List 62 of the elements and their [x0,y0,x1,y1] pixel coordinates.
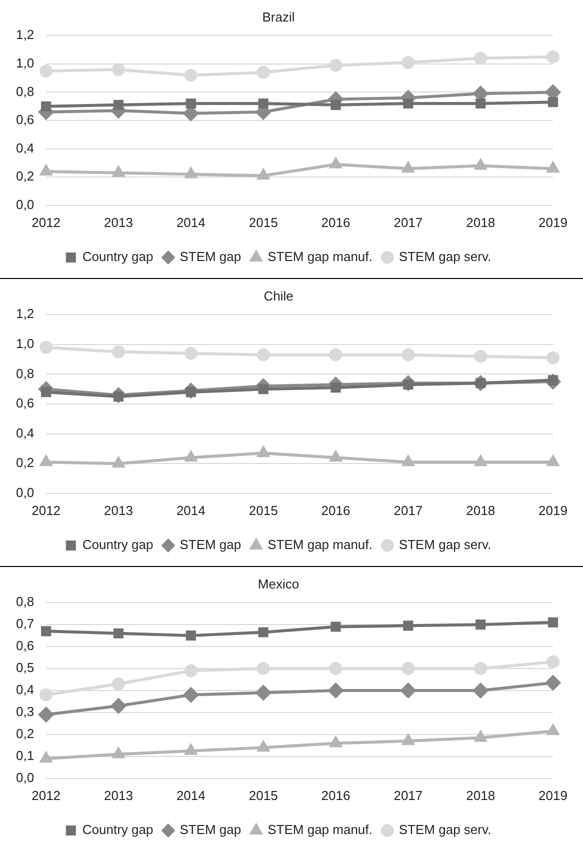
chart-title: Brazil [262,9,295,24]
x-tick-label: 2013 [104,502,133,518]
legend-label: STEM gap [180,249,242,264]
legend-label: STEM gap serv. [398,822,492,838]
x-tick-label: 2019 [538,214,568,230]
y-tick-label: 0,0 [16,484,34,500]
legend-label: STEM gap manuf. [268,249,372,264]
y-tick-label: 0,4 [16,682,34,698]
x-tick-label: 2012 [32,214,61,230]
x-tick-label: 2015 [248,214,278,230]
x-tick-label: 2018 [466,214,496,230]
x-tick-label: 2012 [32,502,61,518]
y-tick-label: 1,2 [16,27,34,42]
x-tick-label: 2019 [538,788,568,803]
x-tick-label: 2015 [248,788,278,803]
x-tick-label: 2013 [104,214,133,230]
y-tick-label: 0,2 [16,455,34,470]
y-tick-label: 0,2 [16,726,34,742]
legend-label: STEM gap manuf. [268,537,372,552]
y-tick-label: 1,2 [16,306,34,322]
y-tick-label: 0,5 [16,660,34,676]
x-tick-label: 2012 [32,788,61,803]
x-tick-label: 2018 [466,788,496,803]
y-tick-label: 0,6 [16,638,34,654]
x-tick-label: 2017 [394,788,423,803]
legend-label: STEM gap manuf. [268,822,372,838]
y-tick-label: 0,4 [16,140,34,156]
legend-label: Country gap [82,822,154,838]
x-tick-label: 2017 [394,214,423,230]
x-tick-label: 2018 [466,502,496,518]
y-tick-label: 0,6 [16,112,34,128]
y-tick-label: 0,6 [16,396,34,411]
legend-label: Country gap [82,537,154,552]
x-tick-label: 2016 [321,214,350,230]
y-tick-label: 0,7 [16,616,34,632]
x-tick-label: 2019 [538,502,568,518]
x-tick-label: 2015 [248,502,278,518]
y-tick-label: 0,3 [16,704,34,720]
x-tick-label: 2013 [104,788,133,803]
legend-label: STEM gap [180,537,242,552]
x-tick-label: 2016 [321,788,350,803]
chart-title: Chile [264,288,294,304]
y-tick-label: 0,0 [16,770,34,785]
y-tick-label: 0,8 [16,594,34,610]
y-tick-label: 0,4 [16,425,34,440]
y-tick-label: 1,0 [16,55,34,70]
chart-title: Mexico [258,576,300,592]
y-tick-label: 0,8 [16,84,34,99]
y-tick-label: 1,0 [16,336,34,351]
y-tick-label: 0,2 [16,168,34,184]
y-tick-label: 0,8 [16,366,34,381]
legend-label: STEM gap serv. [398,249,492,264]
y-tick-label: 0,1 [16,748,34,764]
legend-label: STEM gap serv. [398,537,492,552]
legend-label: Country gap [82,249,154,264]
legend-label: STEM gap [180,822,242,838]
x-tick-label: 2014 [176,502,206,518]
x-tick-label: 2014 [176,214,206,230]
x-tick-label: 2016 [321,502,350,518]
x-tick-label: 2017 [394,502,423,518]
x-tick-label: 2014 [176,788,206,803]
y-tick-label: 0,0 [16,196,34,212]
